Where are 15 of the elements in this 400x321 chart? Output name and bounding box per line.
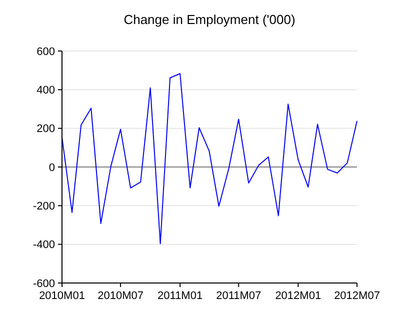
y-tick-label: 400 <box>36 84 55 97</box>
y-tick-label: -200 <box>32 200 55 213</box>
x-tick-label: 2011M07 <box>216 290 262 302</box>
line-series <box>62 73 358 244</box>
y-tick-label: 600 <box>36 46 55 58</box>
x-tick-label: 2010M07 <box>98 290 144 302</box>
x-tick-label: 2012M07 <box>334 290 380 302</box>
x-tick-label: 2012M01 <box>275 290 322 302</box>
y-tick-label: 200 <box>36 123 55 136</box>
y-tick-label: 0 <box>48 162 55 174</box>
x-tick-label: 2011M01 <box>158 290 203 302</box>
y-tick-label: -400 <box>32 239 55 252</box>
y-tick-label: -600 <box>32 278 55 290</box>
chart-title: Change in Employment ('000) <box>124 12 296 27</box>
x-tick-label: 2010M01 <box>39 290 85 302</box>
